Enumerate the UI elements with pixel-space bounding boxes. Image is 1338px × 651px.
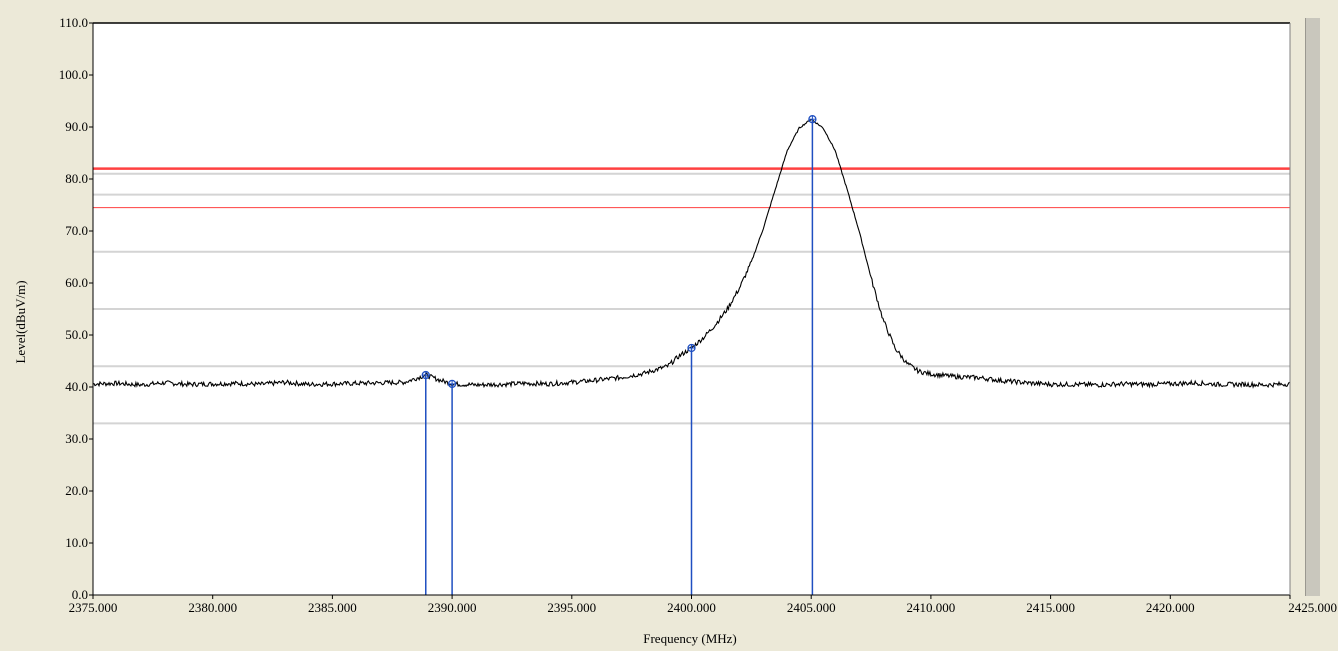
x-tick-label: 2385.000 bbox=[308, 600, 357, 615]
y-tick-label: 40.0 bbox=[65, 379, 88, 394]
x-tick-label: 2410.000 bbox=[907, 600, 956, 615]
axes bbox=[89, 22, 1291, 599]
x-tick-label: 2405.000 bbox=[787, 600, 836, 615]
x-tick-label: 2390.000 bbox=[428, 600, 477, 615]
x-tick-label: 2420.000 bbox=[1146, 600, 1195, 615]
y-tick-label: 90.0 bbox=[65, 119, 88, 134]
x-tick-label: 2415.000 bbox=[1026, 600, 1075, 615]
x-axis-title: Frequency (MHz) bbox=[643, 631, 737, 646]
y-tick-label: 0.0 bbox=[72, 587, 88, 602]
x-tick-label: 2375.000 bbox=[69, 600, 118, 615]
y-tick-labels: 0.0 10.0 20.0 30.0 40.0 50.0 60.0 70.0 80.0 90.0 1… bbox=[59, 15, 88, 602]
x-tick-label: 2400.000 bbox=[667, 600, 716, 615]
right-scroll-strip bbox=[1305, 18, 1320, 596]
x-tick-labels: 2375.000 2380.000 2385.000 2390.000 2395.000… bbox=[69, 600, 1337, 615]
limit-lines bbox=[93, 167, 1290, 209]
y-tick-label: 70.0 bbox=[65, 223, 88, 238]
x-tick-label: 2425.000 bbox=[1288, 600, 1337, 615]
x-tick-label: 2395.000 bbox=[547, 600, 596, 615]
y-tick-label: 50.0 bbox=[65, 327, 88, 342]
x-tick-label: 2380.000 bbox=[188, 600, 237, 615]
y-tick-label: 20.0 bbox=[65, 483, 88, 498]
y-tick-label: 80.0 bbox=[65, 171, 88, 186]
y-tick-label: 30.0 bbox=[65, 431, 88, 446]
y-tick-label: 100.0 bbox=[59, 67, 88, 82]
y-tick-label: 110.0 bbox=[59, 15, 88, 30]
y-axis-title: Level(dBuV/m) bbox=[13, 280, 28, 363]
y-tick-label: 60.0 bbox=[65, 275, 88, 290]
marker-layer bbox=[421, 115, 817, 595]
y-tick-label: 10.0 bbox=[65, 535, 88, 550]
